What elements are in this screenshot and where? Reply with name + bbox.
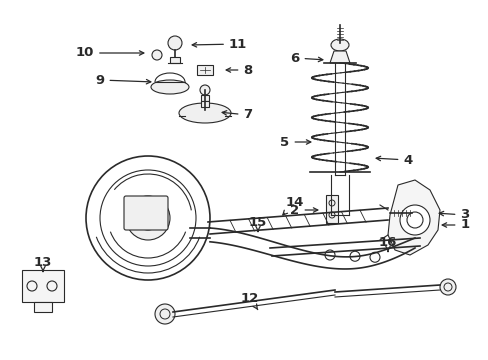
Circle shape xyxy=(399,205,429,235)
Text: 9: 9 xyxy=(95,73,150,86)
FancyBboxPatch shape xyxy=(201,101,208,107)
Text: 15: 15 xyxy=(248,216,266,231)
Text: 6: 6 xyxy=(290,51,322,64)
Text: 2: 2 xyxy=(290,203,317,216)
Circle shape xyxy=(439,279,455,295)
Polygon shape xyxy=(329,51,349,63)
FancyBboxPatch shape xyxy=(34,302,52,312)
Polygon shape xyxy=(387,180,439,255)
FancyBboxPatch shape xyxy=(325,195,337,223)
Circle shape xyxy=(155,304,175,324)
FancyBboxPatch shape xyxy=(197,65,213,75)
Text: 16: 16 xyxy=(378,235,396,251)
Text: 8: 8 xyxy=(226,63,252,77)
Text: 10: 10 xyxy=(76,46,143,59)
Ellipse shape xyxy=(179,103,230,123)
Ellipse shape xyxy=(151,80,189,94)
FancyBboxPatch shape xyxy=(22,270,64,302)
Circle shape xyxy=(168,36,182,50)
Text: 12: 12 xyxy=(241,292,259,310)
Text: 3: 3 xyxy=(438,208,468,221)
FancyBboxPatch shape xyxy=(170,57,180,63)
Text: 5: 5 xyxy=(280,135,310,148)
Text: 11: 11 xyxy=(192,37,246,50)
FancyBboxPatch shape xyxy=(201,95,208,101)
FancyBboxPatch shape xyxy=(124,196,168,230)
Text: 7: 7 xyxy=(222,108,252,122)
Circle shape xyxy=(126,196,170,240)
Text: 1: 1 xyxy=(441,219,468,231)
FancyBboxPatch shape xyxy=(411,209,421,217)
Text: 14: 14 xyxy=(282,195,304,215)
Ellipse shape xyxy=(330,39,348,51)
Text: 13: 13 xyxy=(34,256,52,271)
Circle shape xyxy=(152,50,162,60)
Circle shape xyxy=(200,85,209,95)
Text: 4: 4 xyxy=(375,153,412,166)
